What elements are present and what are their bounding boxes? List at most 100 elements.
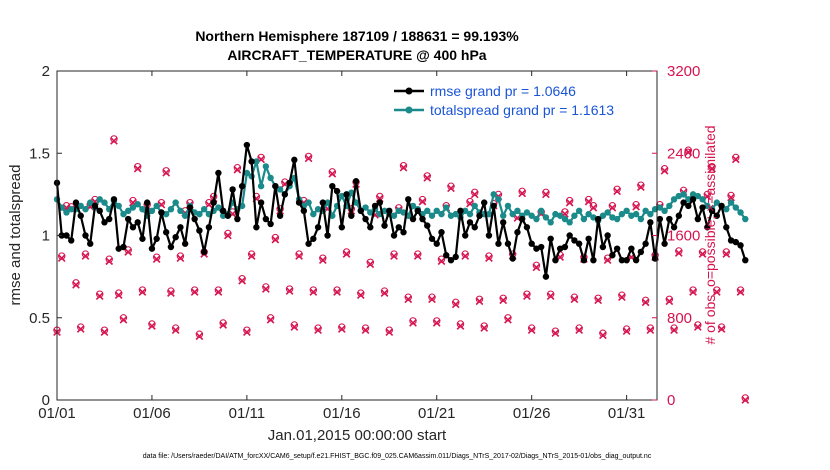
obs-assimilated-point: [318, 256, 327, 265]
totalspread-point: [742, 215, 749, 223]
obs-assimilated-point: [76, 325, 85, 333]
totalspread-point: [737, 209, 744, 216]
rmse-point: [381, 222, 388, 229]
x-tick-label: 01/16: [323, 405, 361, 422]
rmse-point: [186, 204, 194, 211]
obs-possible-point: [423, 172, 431, 180]
obs-possible-point: [584, 195, 593, 204]
totalspread-point: [129, 204, 137, 211]
rmse-point: [428, 235, 436, 242]
totalspread-point: [656, 204, 664, 211]
totalspread-point: [120, 210, 127, 218]
x-tick-label: 01/21: [418, 405, 456, 422]
rmse-point: [575, 240, 583, 247]
obs-assimilated-point: [480, 324, 489, 332]
obs-assimilated-point: [527, 326, 536, 334]
totalspread-point: [172, 199, 179, 206]
totalspread-point: [666, 202, 673, 210]
rmse-point: [523, 224, 531, 231]
obs-assimilated-point: [119, 315, 128, 324]
obs-possible-point: [594, 294, 602, 302]
y-right-tick-label: 800: [667, 310, 692, 327]
totalspread-point: [732, 204, 739, 211]
obs-assimilated-point: [693, 323, 702, 331]
obs-possible-point: [532, 261, 541, 270]
obs-possible-point: [546, 290, 555, 298]
rmse-point: [153, 235, 160, 242]
obs-possible-point: [309, 286, 318, 294]
obs-assimilated-point: [110, 137, 118, 145]
obs-possible-point: [385, 326, 393, 334]
obs-possible-point: [409, 317, 417, 325]
obs-possible-point: [485, 252, 493, 260]
obs-possible-point: [333, 286, 341, 294]
rmse-point: [632, 256, 640, 264]
legend-label-totalspread: totalspread grand pr = 1.1613: [430, 102, 614, 118]
rmse-point: [77, 212, 84, 219]
rmse-point: [205, 224, 213, 231]
obs-assimilated-point: [532, 263, 541, 272]
rmse-point: [590, 256, 597, 264]
obs-possible-point: [129, 196, 137, 205]
obs-possible-point: [224, 229, 232, 238]
obs-possible-point: [195, 330, 204, 338]
rmse-point: [694, 215, 702, 223]
rmse-point: [485, 232, 493, 239]
obs-assimilated-point: [105, 257, 114, 266]
rmse-point: [623, 256, 630, 264]
rmse-point: [134, 219, 141, 226]
rmse-point: [324, 232, 331, 239]
obs-possible-point: [404, 293, 412, 301]
obs-possible-point: [713, 286, 721, 294]
totalspread-point: [167, 205, 175, 213]
totalspread-point: [215, 204, 222, 211]
rmse-point: [443, 252, 450, 259]
obs-assimilated-point: [271, 235, 280, 244]
rmse-point: [120, 243, 127, 251]
totalspread-point: [585, 210, 592, 218]
rmse-point: [618, 256, 626, 264]
obs-possible-point: [342, 248, 351, 256]
obs-possible-point: [637, 181, 645, 189]
rmse-point: [419, 215, 426, 223]
obs-possible-point: [641, 296, 650, 305]
rmse-point: [685, 202, 692, 210]
obs-assimilated-point: [499, 296, 508, 305]
obs-assimilated-point: [413, 252, 422, 260]
obs-assimilated-point: [423, 174, 432, 182]
data-layer: [53, 135, 750, 404]
obs-assimilated-point: [361, 326, 370, 334]
rmse-point: [291, 156, 298, 164]
rmse-point: [424, 222, 431, 229]
rmse-point: [87, 240, 94, 247]
rmse-point: [457, 207, 464, 215]
rmse-point: [267, 220, 274, 228]
totalspread-point: [452, 210, 459, 218]
obs-assimilated-point: [684, 148, 693, 157]
obs-assimilated-point: [72, 280, 80, 289]
totalspread-point: [466, 210, 474, 218]
totalspread-point: [324, 199, 331, 206]
totalspread-point: [680, 191, 687, 198]
y-right-tick-label: 2400: [667, 145, 700, 162]
totalspread-point: [471, 202, 478, 210]
rmse-point: [637, 248, 645, 256]
totalspread-point: [670, 196, 678, 203]
obs-possible-point: [471, 188, 479, 197]
obs-possible-point: [338, 323, 346, 331]
rmse-point: [566, 232, 573, 239]
obs-possible-point: [357, 289, 365, 297]
rmse-point: [495, 240, 502, 247]
rmse-point: [661, 240, 668, 247]
obs-assimilated-point: [689, 288, 697, 296]
obs-possible-point: [124, 246, 132, 254]
obs-assimilated-point: [243, 328, 251, 337]
obs-assimilated-point: [95, 292, 104, 301]
totalspread-point: [618, 210, 626, 218]
totalspread-point: [495, 196, 502, 203]
rmse-point: [699, 204, 706, 211]
obs-assimilated-point: [290, 323, 299, 331]
obs-possible-point: [575, 324, 583, 332]
totalspread-point: [642, 207, 649, 215]
obs-possible-point: [461, 250, 469, 258]
